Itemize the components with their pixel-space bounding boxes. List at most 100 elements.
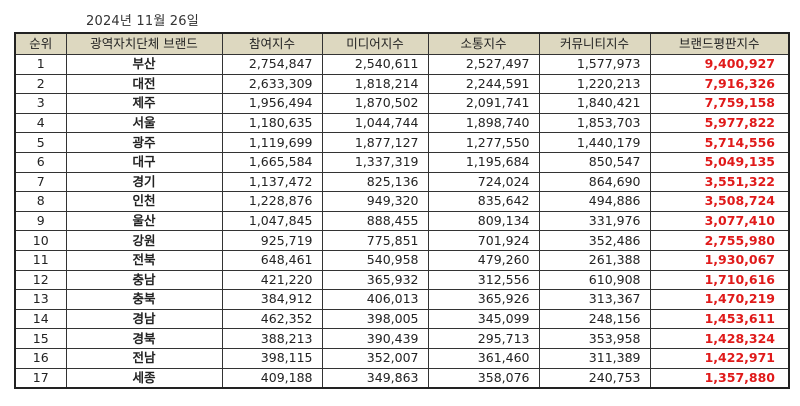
communication-cell: 1,277,550 bbox=[427, 132, 540, 153]
brand-cell: 부산 bbox=[65, 54, 223, 75]
table-row: 4 서울 1,180,635 1,044,744 1,898,740 1,853,703 5… bbox=[14, 112, 790, 134]
brand-reputation-cell: 7,759,158 bbox=[649, 93, 790, 114]
communication-cell: 1,195,684 bbox=[427, 151, 540, 173]
header-communication: 소통지수 bbox=[427, 32, 540, 55]
table-row: 12 충남 421,220 365,932 312,556 610,908 1,710,61… bbox=[14, 269, 790, 291]
rank-cell: 17 bbox=[14, 367, 67, 389]
rank-cell: 4 bbox=[14, 112, 67, 134]
communication-cell: 701,924 bbox=[427, 230, 540, 251]
table-row: 7 경기 1,137,472 825,136 724,024 864,690 3,551,3… bbox=[14, 171, 790, 193]
communication-cell: 358,076 bbox=[427, 367, 540, 389]
community-cell: 494,886 bbox=[538, 191, 651, 212]
brand-reputation-cell: 3,508,724 bbox=[649, 191, 790, 212]
community-cell: 1,577,973 bbox=[538, 54, 651, 75]
table-row: 17 세종 409,188 349,863 358,076 240,753 1,357,88… bbox=[14, 367, 790, 389]
rank-cell: 10 bbox=[14, 230, 67, 251]
communication-cell: 724,024 bbox=[427, 171, 540, 193]
brand-cell: 서울 bbox=[65, 112, 223, 134]
rank-cell: 16 bbox=[14, 347, 67, 369]
community-cell: 313,367 bbox=[538, 289, 651, 310]
brand-cell: 세종 bbox=[65, 367, 223, 389]
participation-cell: 1,137,472 bbox=[221, 171, 323, 193]
communication-cell: 835,642 bbox=[427, 191, 540, 212]
rank-cell: 14 bbox=[14, 308, 67, 330]
brand-cell: 충북 bbox=[65, 289, 223, 310]
brand-cell: 대구 bbox=[65, 151, 223, 173]
brand-reputation-cell: 9,400,927 bbox=[649, 54, 790, 75]
participation-cell: 1,956,494 bbox=[221, 93, 323, 114]
media-cell: 352,007 bbox=[321, 347, 429, 369]
participation-cell: 1,665,584 bbox=[221, 151, 323, 173]
rank-cell: 8 bbox=[14, 191, 67, 212]
brand-cell: 경남 bbox=[65, 308, 223, 330]
brand-cell: 경기 bbox=[65, 171, 223, 193]
table-row: 1 부산 2,754,847 2,540,611 2,527,497 1,577,973 9… bbox=[14, 54, 790, 75]
communication-cell: 312,556 bbox=[427, 269, 540, 291]
brand-reputation-cell: 2,755,980 bbox=[649, 230, 790, 251]
participation-cell: 2,754,847 bbox=[221, 54, 323, 75]
rank-cell: 13 bbox=[14, 289, 67, 310]
brand-reputation-cell: 1,453,611 bbox=[649, 308, 790, 330]
participation-cell: 384,912 bbox=[221, 289, 323, 310]
communication-cell: 361,460 bbox=[427, 347, 540, 369]
participation-cell: 1,119,699 bbox=[221, 132, 323, 153]
brand-reputation-cell: 1,428,324 bbox=[649, 328, 790, 349]
brand-reputation-cell: 1,357,880 bbox=[649, 367, 790, 389]
media-cell: 365,932 bbox=[321, 269, 429, 291]
brand-reputation-cell: 5,049,135 bbox=[649, 151, 790, 173]
rank-cell: 7 bbox=[14, 171, 67, 193]
brand-reputation-cell: 5,977,822 bbox=[649, 112, 790, 134]
media-cell: 825,136 bbox=[321, 171, 429, 193]
header-brand-reputation: 브랜드평판지수 bbox=[649, 32, 790, 55]
rank-cell: 3 bbox=[14, 93, 67, 114]
rank-cell: 11 bbox=[14, 249, 67, 271]
header-community: 커뮤니티지수 bbox=[538, 32, 651, 55]
brand-cell: 울산 bbox=[65, 210, 223, 232]
media-cell: 406,013 bbox=[321, 289, 429, 310]
media-cell: 390,439 bbox=[321, 328, 429, 349]
rank-cell: 6 bbox=[14, 151, 67, 173]
community-cell: 1,440,179 bbox=[538, 132, 651, 153]
brand-reputation-cell: 5,714,556 bbox=[649, 132, 790, 153]
table-row: 11 전북 648,461 540,958 479,260 261,388 1,930,06… bbox=[14, 249, 790, 271]
participation-cell: 1,047,845 bbox=[221, 210, 323, 232]
media-cell: 1,877,127 bbox=[321, 132, 429, 153]
community-cell: 1,853,703 bbox=[538, 112, 651, 134]
community-cell: 1,840,421 bbox=[538, 93, 651, 114]
rank-cell: 1 bbox=[14, 54, 67, 75]
community-cell: 352,486 bbox=[538, 230, 651, 251]
communication-cell: 479,260 bbox=[427, 249, 540, 271]
community-cell: 864,690 bbox=[538, 171, 651, 193]
brand-cell: 제주 bbox=[65, 93, 223, 114]
community-cell: 610,908 bbox=[538, 269, 651, 291]
table-row: 13 충북 384,912 406,013 365,926 313,367 1,470,21… bbox=[14, 289, 790, 310]
rank-cell: 12 bbox=[14, 269, 67, 291]
table-row: 6 대구 1,665,584 1,337,319 1,195,684 850,547 5,0… bbox=[14, 151, 790, 173]
table-row: 8 인천 1,228,876 949,320 835,642 494,886 3,508,7… bbox=[14, 191, 790, 212]
participation-cell: 421,220 bbox=[221, 269, 323, 291]
media-cell: 775,851 bbox=[321, 230, 429, 251]
table-row: 2 대전 2,633,309 1,818,214 2,244,591 1,220,213 7… bbox=[14, 73, 790, 95]
media-cell: 1,870,502 bbox=[321, 93, 429, 114]
community-cell: 261,388 bbox=[538, 249, 651, 271]
community-cell: 353,958 bbox=[538, 328, 651, 349]
participation-cell: 2,633,309 bbox=[221, 73, 323, 95]
rank-cell: 2 bbox=[14, 73, 67, 95]
participation-cell: 925,719 bbox=[221, 230, 323, 251]
brand-cell: 충남 bbox=[65, 269, 223, 291]
community-cell: 248,156 bbox=[538, 308, 651, 330]
community-cell: 240,753 bbox=[538, 367, 651, 389]
communication-cell: 1,898,740 bbox=[427, 112, 540, 134]
brand-reputation-cell: 3,077,410 bbox=[649, 210, 790, 232]
community-cell: 850,547 bbox=[538, 151, 651, 173]
communication-cell: 2,527,497 bbox=[427, 54, 540, 75]
community-cell: 331,976 bbox=[538, 210, 651, 232]
media-cell: 2,540,611 bbox=[321, 54, 429, 75]
media-cell: 1,337,319 bbox=[321, 151, 429, 173]
participation-cell: 388,213 bbox=[221, 328, 323, 349]
communication-cell: 365,926 bbox=[427, 289, 540, 310]
brand-reputation-cell: 3,551,322 bbox=[649, 171, 790, 193]
brand-cell: 전북 bbox=[65, 249, 223, 271]
participation-cell: 1,180,635 bbox=[221, 112, 323, 134]
community-cell: 1,220,213 bbox=[538, 73, 651, 95]
